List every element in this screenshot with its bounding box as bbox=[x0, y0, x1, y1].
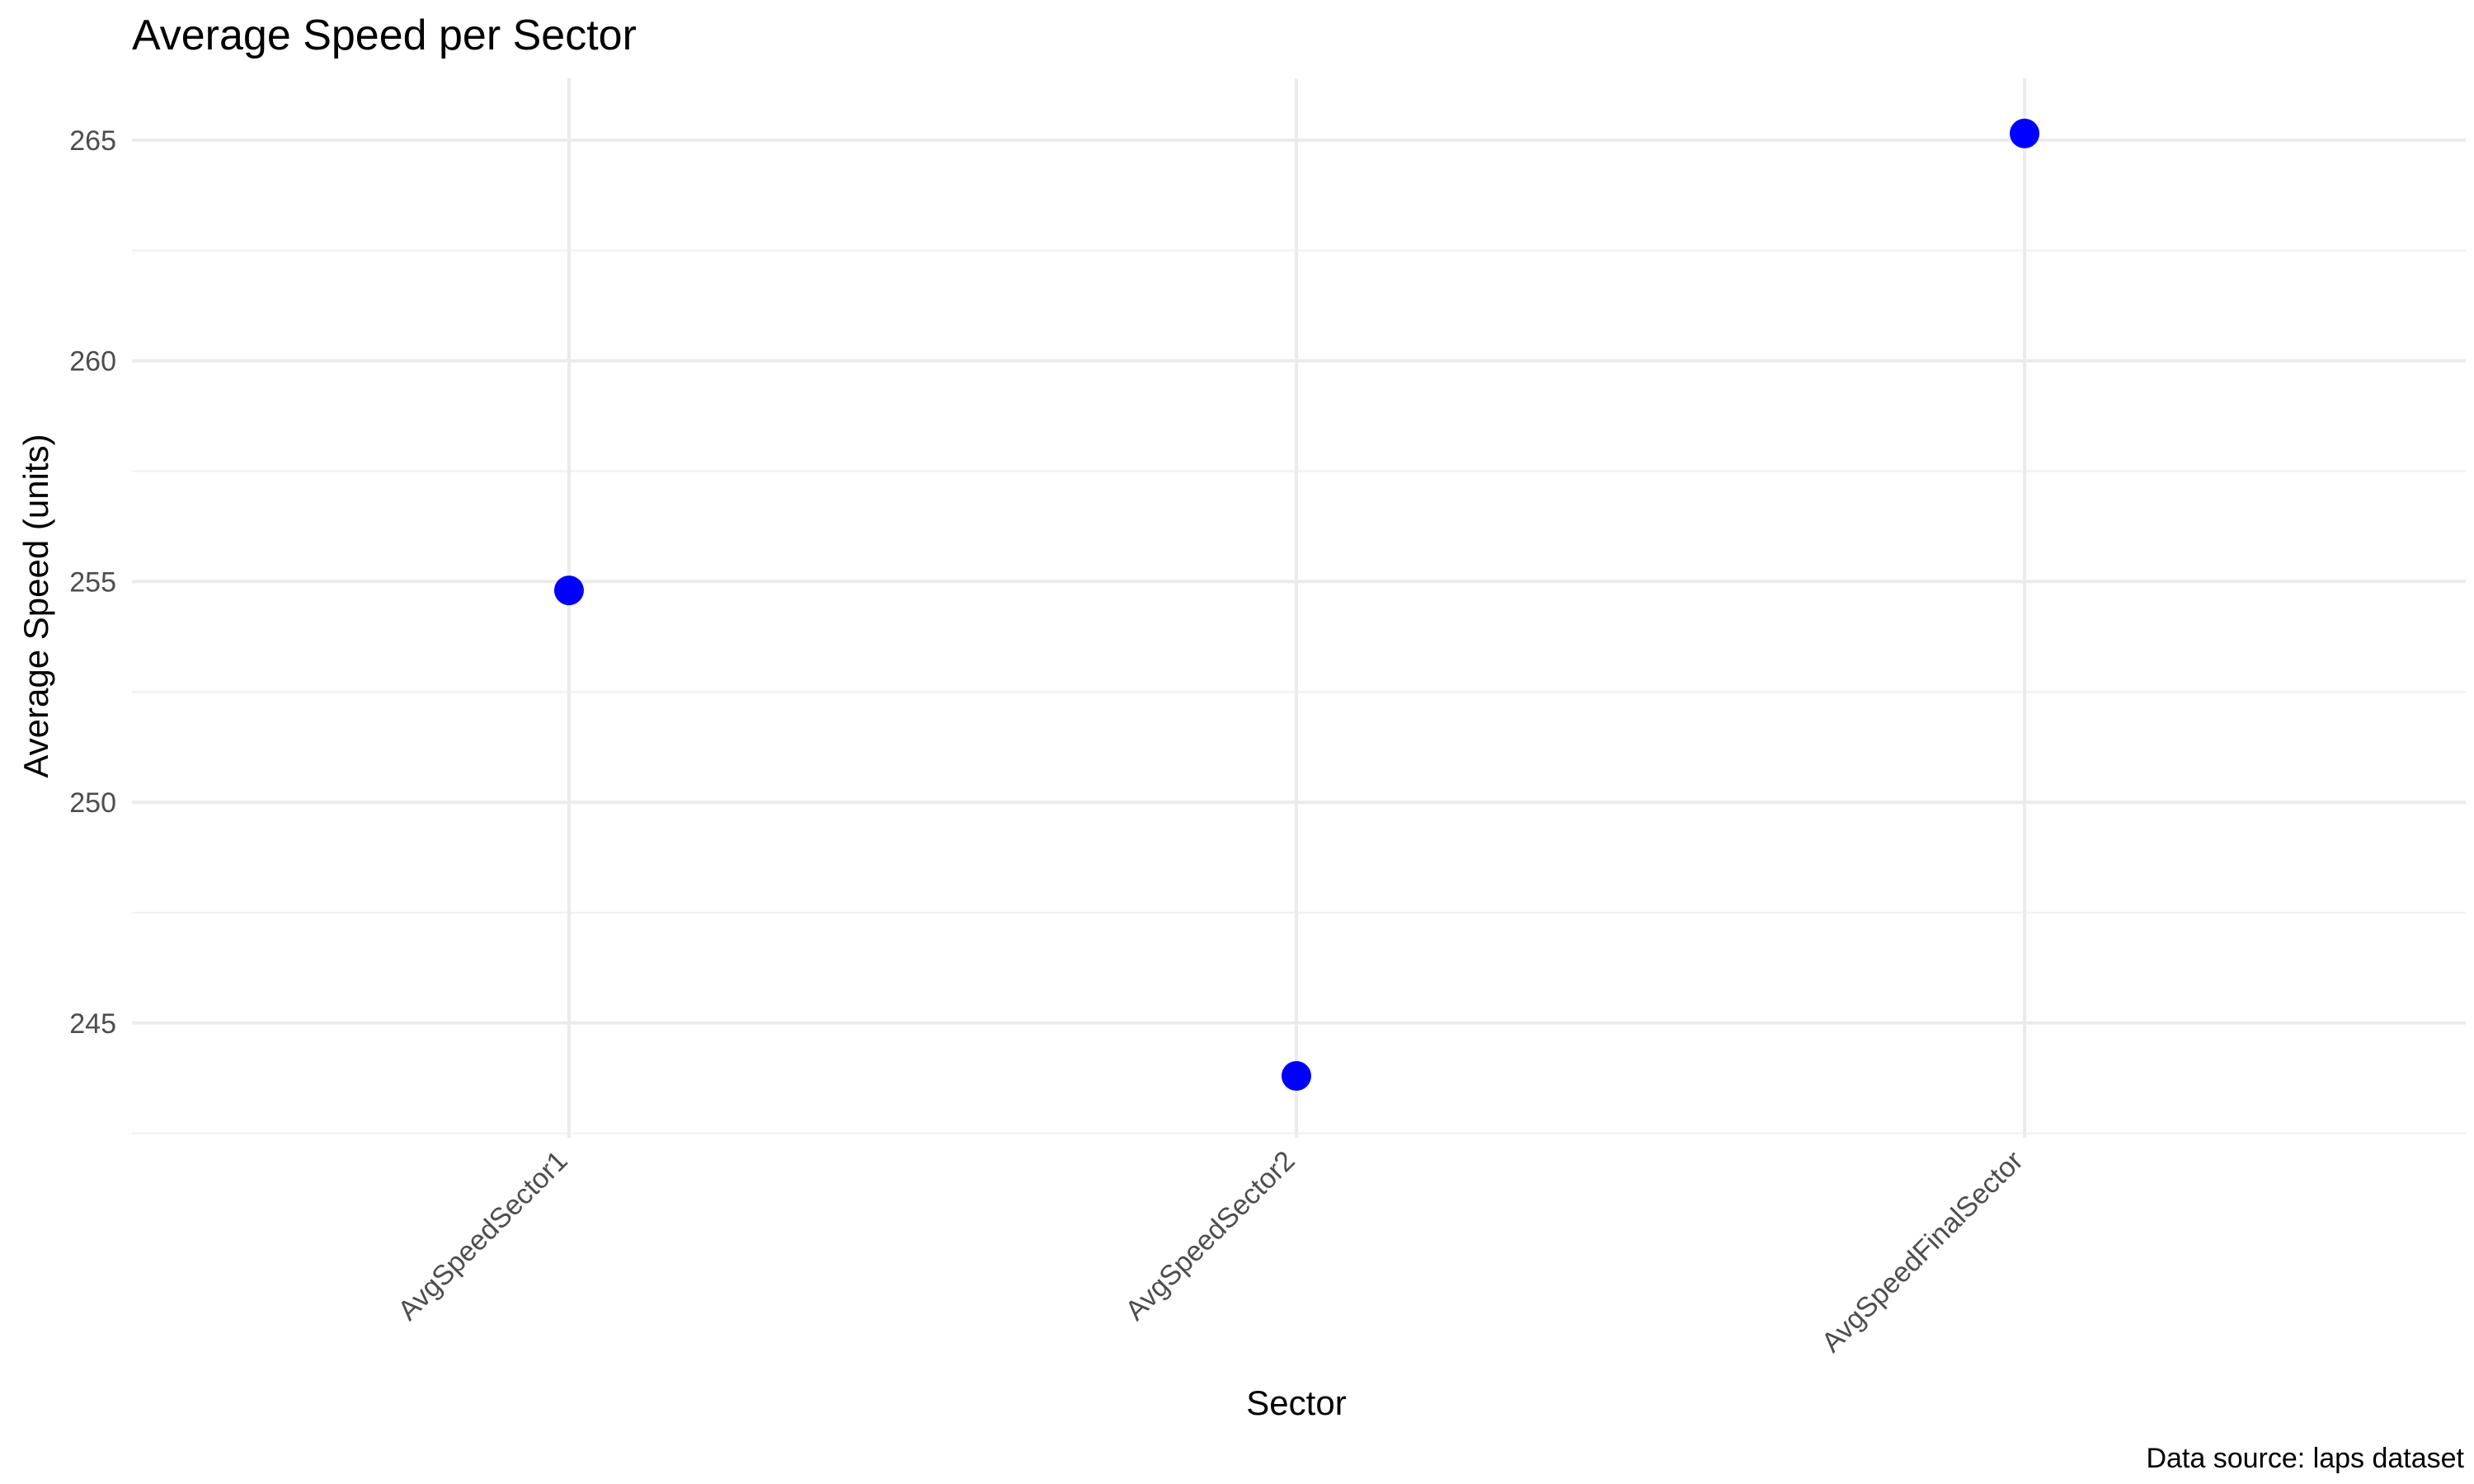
x-tick-label: AvgSpeedSector1 bbox=[392, 1145, 573, 1327]
data-source-caption: Data source: laps dataset bbox=[2146, 1443, 2464, 1474]
y-tick-label: 245 bbox=[69, 1008, 116, 1040]
grid-lines bbox=[132, 78, 2466, 1138]
data-point bbox=[2010, 118, 2039, 148]
y-axis-tick-labels: 245 250 255 260 265 bbox=[69, 125, 116, 1040]
data-point bbox=[1282, 1061, 1311, 1092]
x-tick-label: AvgSpeedFinalSector bbox=[1816, 1145, 2030, 1359]
x-axis-title: Sector bbox=[1246, 1383, 1346, 1422]
y-tick-label: 255 bbox=[69, 566, 116, 598]
x-tick-label: AvgSpeedSector2 bbox=[1119, 1145, 1300, 1327]
chart-title: Average Speed per Sector bbox=[132, 12, 637, 59]
data-points bbox=[554, 118, 2039, 1092]
y-tick-label: 250 bbox=[69, 787, 116, 819]
data-point bbox=[554, 575, 584, 606]
y-tick-label: 260 bbox=[69, 346, 116, 378]
y-tick-label: 265 bbox=[69, 125, 116, 157]
y-axis-title: Average Speed (units) bbox=[16, 434, 55, 777]
x-axis-tick-labels: AvgSpeedSector1 AvgSpeedSector2 AvgSpeedFi… bbox=[392, 1145, 2029, 1359]
